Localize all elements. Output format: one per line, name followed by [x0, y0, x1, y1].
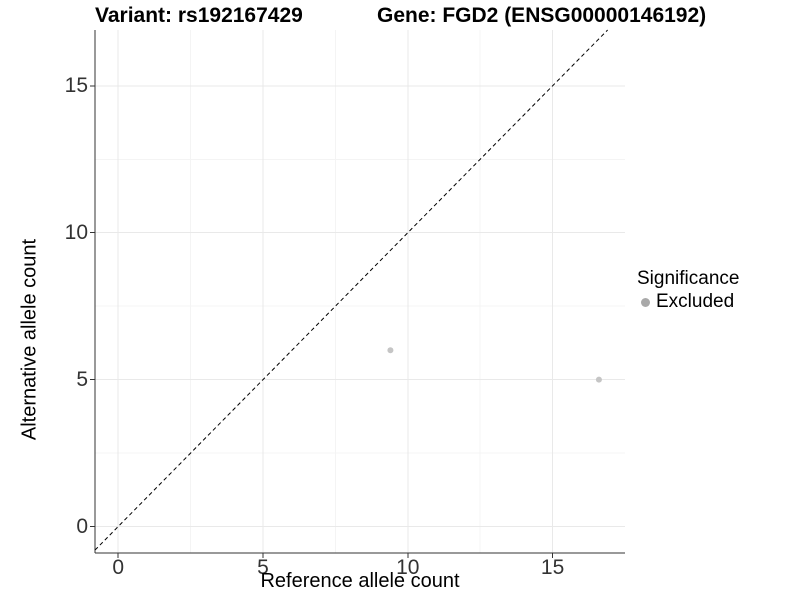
x-tick-label: 10	[396, 556, 420, 579]
y-axis-title: Alternative allele count	[18, 238, 41, 441]
y-tick-label: 10	[64, 220, 88, 244]
x-tick-label: 15	[540, 556, 565, 579]
legend-title: Significance	[637, 268, 740, 289]
x-tick-label: 5	[257, 556, 269, 579]
plot-title-variant: Variant: rs192167429	[95, 4, 303, 27]
scatter-point	[387, 347, 394, 354]
excluded-marker-icon	[641, 297, 650, 307]
x-tick-label: 0	[112, 556, 124, 579]
identity-line	[94, 29, 608, 551]
legend-entry-excluded: Excluded	[637, 290, 739, 314]
y-tick-label: 5	[76, 367, 88, 391]
plot-title-gene: Gene: FGD2 (ENSG00000146192)	[377, 4, 707, 27]
x-axis-title: Reference allele count	[260, 570, 460, 592]
legend: Significance Excluded	[637, 268, 739, 314]
y-tick-label: 0	[76, 514, 88, 538]
scatter-point	[595, 376, 602, 383]
legend-entry-label: Excluded	[656, 291, 735, 312]
y-tick-label: 15	[64, 73, 88, 97]
